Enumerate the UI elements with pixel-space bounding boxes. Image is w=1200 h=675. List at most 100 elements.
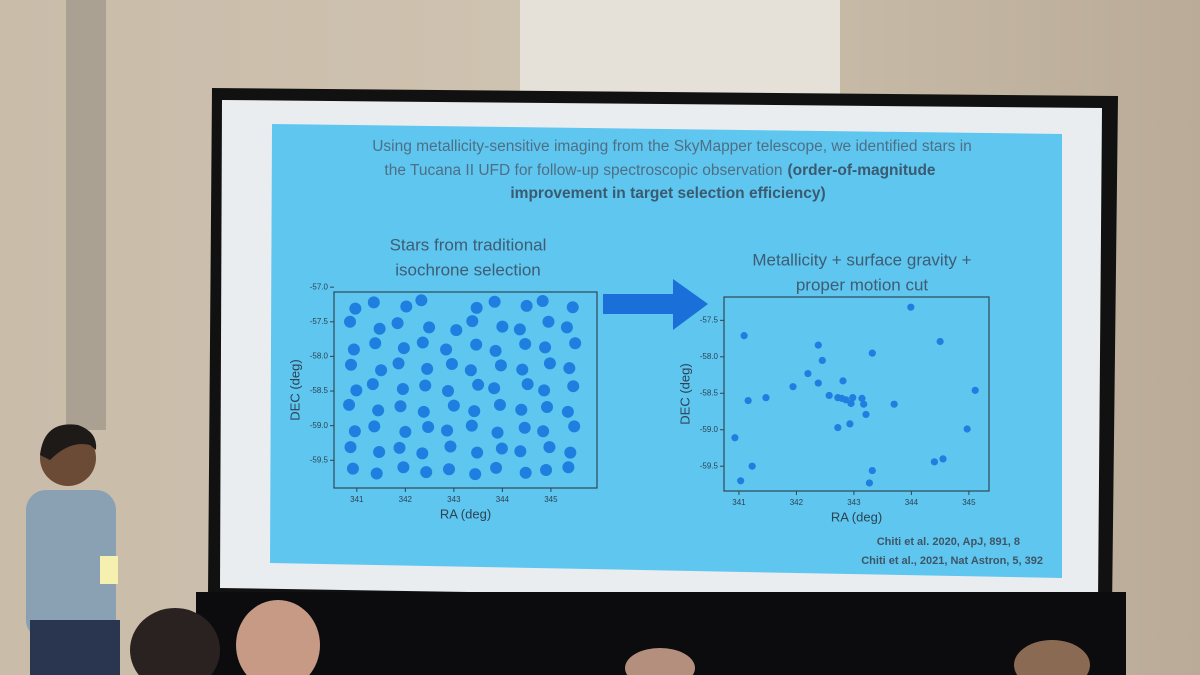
point: [447, 399, 460, 412]
point: [862, 410, 870, 419]
y-tick-label: -57.0: [310, 282, 329, 291]
point: [491, 426, 504, 439]
point: [849, 394, 857, 402]
point: [490, 461, 503, 474]
point: [470, 301, 483, 314]
point: [397, 461, 410, 474]
point: [392, 357, 405, 370]
point: [350, 384, 363, 397]
x-tick-label: 343: [447, 495, 461, 504]
point: [494, 359, 507, 372]
intro-line: the Tucana II UFD for follow-up spectros…: [384, 162, 936, 179]
point: [444, 440, 457, 453]
point: [472, 378, 485, 391]
point: [489, 344, 502, 357]
point: [366, 378, 379, 391]
point: [417, 405, 430, 418]
point: [519, 466, 532, 479]
point: [372, 404, 385, 417]
point: [445, 358, 458, 371]
point: [493, 398, 506, 411]
point: [566, 301, 579, 314]
point: [470, 338, 483, 351]
y-tick-label: -59.5: [310, 455, 329, 464]
plot-area: [333, 291, 598, 489]
point: [568, 420, 581, 433]
point: [930, 458, 938, 466]
citation: Chiti et al. 2020, ApJ, 891, 8: [877, 536, 1020, 548]
point: [907, 303, 915, 311]
y-tick-label: -59.5: [700, 461, 719, 470]
point: [343, 398, 356, 411]
point: [349, 302, 362, 315]
point: [818, 356, 826, 365]
point: [860, 400, 868, 408]
point: [488, 295, 501, 308]
point: [846, 420, 854, 428]
x-tick-label: 345: [962, 498, 976, 507]
point: [468, 405, 481, 418]
intro-text: the Tucana II UFD for follow-up spectros…: [384, 162, 782, 179]
point: [539, 341, 552, 354]
citation: Chiti et al., 2021, Nat Astron, 5, 392: [861, 555, 1043, 567]
point: [936, 337, 944, 346]
point: [416, 336, 429, 349]
point: [516, 363, 529, 376]
point: [971, 386, 979, 394]
x-tick-label: 341: [350, 495, 364, 504]
x-tick-label: 342: [399, 495, 413, 504]
y-tick-label: -58.0: [700, 352, 719, 361]
point: [348, 425, 361, 438]
chart-title: proper motion cut: [796, 275, 929, 294]
point: [564, 446, 577, 459]
point: [496, 320, 509, 333]
point: [542, 315, 555, 328]
point: [495, 442, 508, 455]
chart-title: Stars from traditional: [390, 235, 547, 254]
point: [868, 349, 876, 357]
point: [471, 446, 484, 459]
intro-text: Using metallicity-sensitive imaging from…: [372, 138, 972, 155]
point: [415, 294, 428, 307]
slide: [270, 124, 1062, 578]
x-tick-label: 345: [544, 495, 558, 504]
point: [521, 378, 534, 391]
point: [963, 425, 971, 433]
point: [543, 441, 556, 454]
point: [537, 425, 550, 438]
point: [567, 380, 580, 393]
point: [344, 441, 357, 454]
point: [834, 423, 842, 432]
presenter: [26, 424, 120, 675]
point: [513, 323, 526, 336]
point: [814, 341, 822, 349]
y-axis-label: DEC (deg): [677, 363, 692, 424]
point: [369, 337, 382, 350]
point: [421, 362, 434, 375]
audience: [130, 600, 1090, 675]
point: [443, 463, 456, 476]
point: [748, 462, 756, 470]
point: [541, 400, 554, 413]
x-tick-label: 343: [847, 498, 861, 507]
point: [373, 322, 386, 335]
point: [393, 441, 406, 454]
point: [890, 400, 898, 408]
point: [423, 321, 436, 334]
point: [839, 377, 847, 385]
y-tick-label: -58.5: [310, 386, 329, 395]
point: [346, 462, 359, 475]
point: [858, 394, 866, 402]
point: [569, 337, 582, 350]
point: [762, 394, 770, 402]
point: [515, 403, 528, 416]
point: [744, 396, 752, 405]
y-tick-label: -58.5: [700, 388, 719, 397]
point: [543, 357, 556, 370]
intro-text: improvement in target selection efficien…: [510, 185, 825, 202]
point: [865, 479, 874, 487]
point: [420, 466, 433, 479]
point: [868, 466, 876, 475]
point: [842, 396, 850, 404]
